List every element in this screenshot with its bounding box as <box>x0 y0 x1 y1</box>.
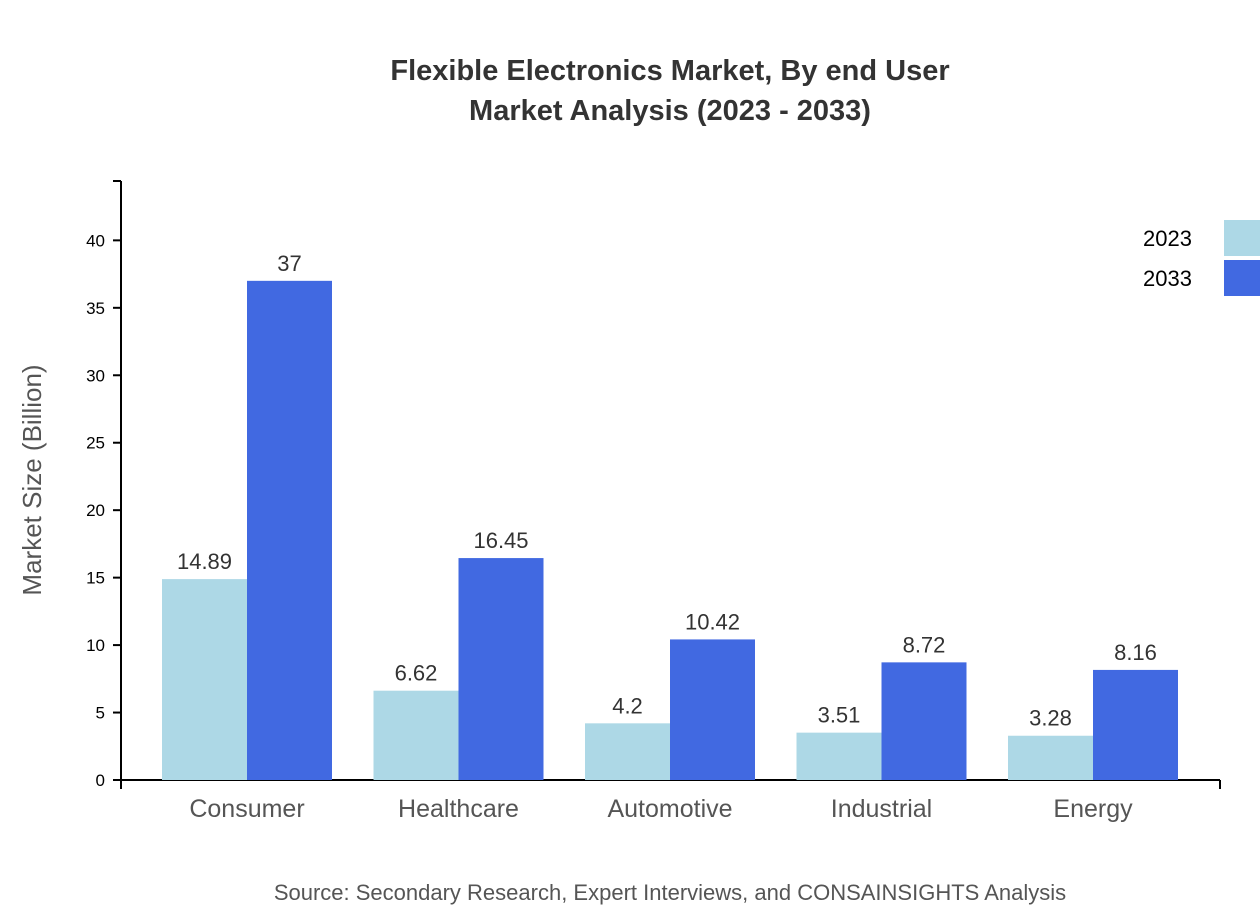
y-tick-label: 15 <box>86 569 105 588</box>
x-tick-label: Industrial <box>831 795 932 823</box>
data-label: 16.45 <box>473 528 528 553</box>
x-tick-label: Energy <box>1053 795 1133 823</box>
legend-label-2023: 2023 <box>1143 226 1192 251</box>
bar-2033-consumer <box>247 280 332 780</box>
y-tick-label: 30 <box>86 366 105 385</box>
y-tick-label: 0 <box>96 771 105 790</box>
x-tick-label: Consumer <box>189 795 304 823</box>
data-label: 3.51 <box>818 703 861 728</box>
y-tick-label: 5 <box>96 704 105 723</box>
data-label: 37 <box>277 251 301 276</box>
data-label: 14.89 <box>177 549 232 574</box>
y-tick-label: 20 <box>86 501 105 520</box>
y-tick-label: 40 <box>86 231 105 250</box>
chart-title-line2: Market Analysis (2023 - 2033) <box>469 95 871 127</box>
x-tick-label: Healthcare <box>398 795 519 823</box>
x-tick-label: Automotive <box>607 795 732 823</box>
bar-2023-healthcare <box>373 690 459 780</box>
y-axis-label: Market Size (Billion) <box>17 364 47 595</box>
bar-2023-consumer <box>162 579 247 780</box>
chart-title-line1: Flexible Electronics Market, By end User <box>390 55 949 87</box>
legend-swatch-2023 <box>1224 220 1260 256</box>
bar-2023-automotive <box>585 723 670 780</box>
y-tick-label: 10 <box>86 636 105 655</box>
legend-swatch-2033 <box>1224 260 1260 296</box>
bar-2033-industrial <box>881 662 967 780</box>
data-label: 4.2 <box>612 693 643 718</box>
bar-2033-healthcare <box>458 558 544 780</box>
data-label: 8.16 <box>1114 640 1157 665</box>
data-label: 3.28 <box>1029 706 1072 731</box>
legend-label-2033: 2033 <box>1143 266 1192 291</box>
bar-2023-energy <box>1008 735 1093 780</box>
bar-2033-energy <box>1093 669 1178 780</box>
bar-2033-automotive <box>670 639 755 780</box>
bar-2023-industrial <box>796 732 882 780</box>
source-note: Source: Secondary Research, Expert Inter… <box>274 880 1066 905</box>
data-label: 8.72 <box>903 632 946 657</box>
data-label: 6.62 <box>395 661 438 686</box>
data-label: 10.42 <box>685 609 740 634</box>
y-tick-label: 35 <box>86 299 105 318</box>
y-tick-label: 25 <box>86 434 105 453</box>
